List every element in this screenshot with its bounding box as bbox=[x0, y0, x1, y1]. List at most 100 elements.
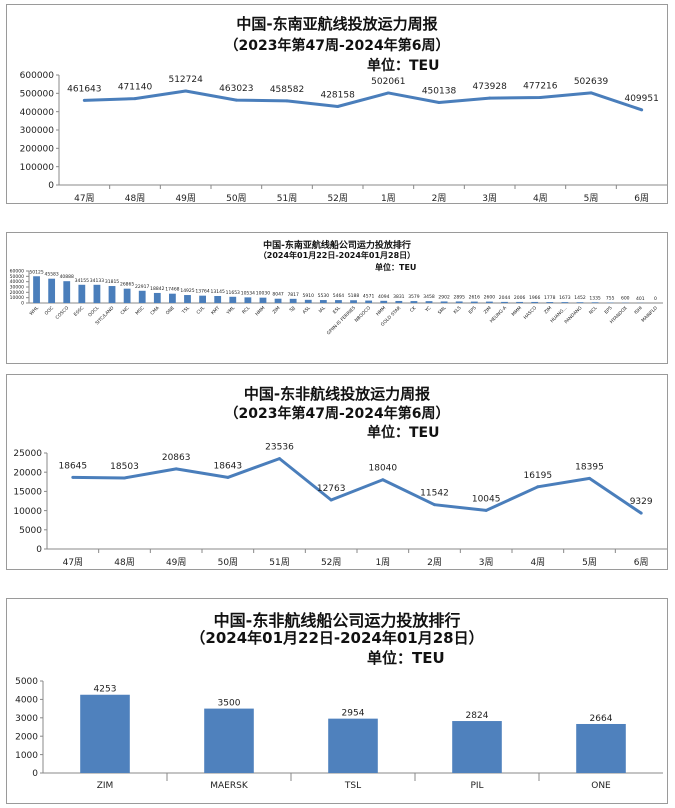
chart4-data-label: 2664 bbox=[590, 714, 613, 724]
chart4-bar bbox=[576, 723, 626, 773]
chart3-series-line bbox=[72, 457, 643, 515]
chart2-x-tick-label: SML bbox=[437, 305, 448, 316]
chart-subtitle-2: （2024年01月22日-2024年01月28日） bbox=[258, 251, 416, 260]
chart3-y-tick-label: 25000 bbox=[13, 449, 42, 459]
chart2-x-tick-label: CMA bbox=[149, 305, 161, 317]
chart2-bar bbox=[546, 302, 554, 303]
chart2-bar bbox=[93, 284, 101, 303]
chart1-x-tick-label: 2周 bbox=[432, 193, 447, 204]
chart1-data-label: 461643 bbox=[67, 84, 101, 94]
chart-unit-4: 单位：TEU bbox=[367, 649, 445, 667]
chart2-x-tick-label: ASL bbox=[301, 305, 312, 316]
chart3-data-label: 23536 bbox=[265, 443, 294, 453]
chart3-data-point bbox=[329, 498, 333, 502]
chart2-bar bbox=[274, 298, 282, 303]
chart1-x-tick-label: 49周 bbox=[175, 193, 195, 204]
chart-subtitle-3: （2023年第47周-2024年第6周） bbox=[224, 406, 450, 422]
chart-panel-4: 中国-东非航线船公司运力投放排行 （2024年01月22日-2024年01月28… bbox=[6, 598, 668, 804]
chart3-data-label: 18395 bbox=[575, 462, 604, 472]
chart3-x-tick-label: 50周 bbox=[218, 557, 238, 568]
chart3-data-label: 18503 bbox=[110, 462, 139, 472]
chart1-data-point bbox=[538, 96, 542, 100]
chart2-bar bbox=[440, 301, 448, 303]
chart2-x-tick-label: HASCO bbox=[523, 305, 539, 321]
chart2-data-label: 5910 bbox=[303, 293, 315, 299]
chart2-data-label: 2006 bbox=[514, 295, 526, 301]
chart1-data-label: 477216 bbox=[523, 82, 558, 92]
chart1-x-tick-label: 4周 bbox=[533, 193, 548, 204]
chart2-bar bbox=[335, 300, 342, 303]
chart2-bar bbox=[380, 300, 388, 303]
chart3-x-tick-label: 3周 bbox=[479, 557, 494, 568]
chart1-y-tick-label: 600000 bbox=[20, 71, 55, 81]
chart2-bar bbox=[138, 290, 146, 303]
chart2-x-tick-label: WHL bbox=[28, 305, 40, 317]
chart-unit-1: 单位：TEU bbox=[367, 58, 440, 74]
chart2-bar bbox=[169, 293, 176, 303]
chart2-bar bbox=[561, 302, 569, 303]
chart3-x-tick-label: 51周 bbox=[269, 557, 289, 568]
chart3-y-tick-label: 0 bbox=[36, 545, 42, 555]
chart2-data-label: 5188 bbox=[348, 293, 360, 299]
chart4-x-tick-label: ZIM bbox=[97, 781, 114, 791]
chart2-data-label: 2600 bbox=[484, 295, 496, 301]
chart4-x-tick-label: MAERSK bbox=[210, 781, 249, 791]
chart2-y-tick-label: 40000 bbox=[10, 279, 24, 285]
chart2-x-tick-label: ZIM bbox=[543, 305, 553, 315]
chart2-bar bbox=[214, 295, 222, 303]
chart2-data-label: 22917 bbox=[135, 284, 149, 290]
chart1-data-point bbox=[82, 98, 86, 102]
chart3-data-label: 10045 bbox=[472, 494, 501, 504]
chart2-bar bbox=[470, 301, 478, 303]
chart4-bar bbox=[80, 694, 130, 773]
chart2-y-tick-label: 0 bbox=[21, 301, 24, 307]
chart3-data-label: 12763 bbox=[317, 484, 346, 494]
chart3-data-label: 20863 bbox=[162, 453, 191, 463]
chart2-bar bbox=[486, 301, 493, 303]
chart3-x-tick-label: 6周 bbox=[634, 557, 649, 568]
chart2-bar bbox=[365, 300, 373, 303]
chart4-y-tick-label: 2000 bbox=[15, 732, 38, 742]
chart1-data-point bbox=[386, 91, 390, 95]
chart3-data-point bbox=[174, 467, 178, 471]
chart1-x-tick-label: 5周 bbox=[584, 193, 599, 204]
chart2-data-label: 13145 bbox=[211, 289, 225, 295]
chart2-data-label: 1966 bbox=[529, 295, 541, 301]
chart2-x-tick-label: HEUNG-A bbox=[489, 305, 509, 325]
chart1-data-label: 428158 bbox=[320, 91, 355, 101]
chart1-data-point bbox=[589, 91, 593, 95]
chart2-bar bbox=[153, 292, 161, 303]
chart2-x-tick-label: HMM bbox=[254, 305, 266, 317]
chart2-data-label: 1673 bbox=[559, 295, 571, 301]
chart3-data-point bbox=[588, 476, 591, 480]
chart2-data-label: 10534 bbox=[241, 290, 255, 296]
chart2-bar bbox=[259, 297, 267, 303]
chart2-data-label: 50125 bbox=[29, 269, 43, 275]
chart-svg-1: 0 100000 200000 300000 400000 500000 600000 47周… bbox=[20, 71, 667, 204]
chart-panel-3: 中国-东非航线投放运力周报 （2023年第47周-2024年第6周） 单位：TE… bbox=[6, 374, 668, 570]
chart2-x-tick-label: MAINFLD bbox=[640, 305, 659, 324]
chart3-data-point bbox=[536, 485, 540, 489]
chart2-data-label: 34155 bbox=[75, 278, 89, 284]
chart1-data-label: 512724 bbox=[168, 75, 203, 85]
chart3-data-point bbox=[484, 508, 488, 512]
chart2-bar bbox=[501, 301, 508, 303]
chart3-y-tick-label: 20000 bbox=[13, 468, 42, 478]
chart1-x-tick-label: 48周 bbox=[125, 193, 145, 204]
chart2-bar bbox=[350, 300, 357, 303]
chart3-data-label: 11542 bbox=[420, 489, 449, 499]
chart4-data-label: 3500 bbox=[218, 699, 241, 709]
chart4-y-tick-label: 1000 bbox=[15, 751, 38, 761]
chart2-x-tick-label: ZIM bbox=[483, 305, 493, 315]
chart2-data-label: 3458 bbox=[423, 294, 435, 300]
chart2-bar bbox=[395, 300, 403, 303]
chart2-x-tick-label: ESL bbox=[332, 305, 342, 315]
chart4-bar bbox=[204, 708, 254, 773]
chart1-x-tick-label: 52周 bbox=[327, 193, 347, 204]
chart2-bar bbox=[455, 301, 463, 303]
chart-title-3: 中国-东非航线投放运力周报 bbox=[243, 385, 431, 403]
chart-title-1: 中国-东南亚航线投放运力周报 bbox=[236, 15, 438, 33]
chart2-x-tick-label: CK bbox=[409, 304, 418, 313]
chart2-x-tick-label: KMT bbox=[210, 305, 221, 316]
